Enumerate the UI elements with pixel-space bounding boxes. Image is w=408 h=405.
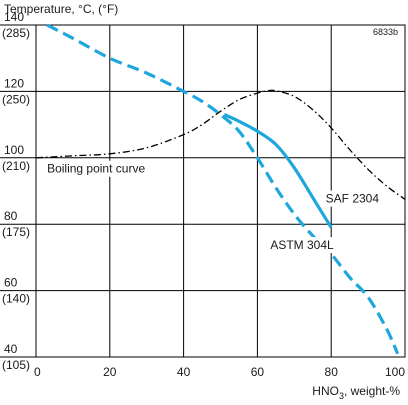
figure-code: 6833b xyxy=(373,27,398,37)
chart-title: Temperature, °C, (°F) xyxy=(4,2,118,16)
y-tick-label-celsius: 60 xyxy=(4,276,18,290)
x-tick-label: 40 xyxy=(177,365,191,379)
y-tick-label-celsius: 120 xyxy=(4,76,24,90)
series-line-0 xyxy=(35,89,406,200)
x-tick-label: 80 xyxy=(325,365,339,379)
series-label-background xyxy=(267,237,333,254)
series-line-1 xyxy=(223,113,333,229)
series-label-background xyxy=(44,160,176,177)
series-line-2 xyxy=(46,23,400,355)
y-tick-label-fahrenheit: (105) xyxy=(2,358,30,372)
series-label-background xyxy=(322,190,382,207)
series-lines xyxy=(35,23,406,355)
x-axis-label-suffix: , weight-% xyxy=(344,384,400,398)
x-axis-label: HNO3, weight-% xyxy=(312,384,400,401)
y-tick-label-celsius: 100 xyxy=(4,143,24,157)
x-axis-label-prefix: HNO xyxy=(312,384,339,398)
y-tick-label-fahrenheit: (210) xyxy=(2,159,30,173)
x-tick-label: 100 xyxy=(385,365,405,379)
y-tick-label-celsius: 140 xyxy=(4,10,24,24)
series-label-1: SAF 2304 xyxy=(326,192,380,206)
series-labels: Boiling point curve SAF 2304 ASTM 304L xyxy=(44,160,382,254)
y-tick-label-fahrenheit: (250) xyxy=(2,92,30,106)
x-axis-label-subscript: 3 xyxy=(339,391,344,401)
x-tick-label: 0 xyxy=(34,365,41,379)
series-label-0: Boiling point curve xyxy=(47,162,145,176)
series-label-2: ASTM 304L xyxy=(270,238,334,252)
y-tick-label-fahrenheit: (140) xyxy=(2,292,30,306)
y-tick-label-celsius: 40 xyxy=(4,342,18,356)
y-tick-label-fahrenheit: (175) xyxy=(2,225,30,239)
x-tick-label: 60 xyxy=(251,365,265,379)
y-tick-label-celsius: 80 xyxy=(4,209,18,223)
y-tick-label-fahrenheit: (285) xyxy=(2,26,30,40)
tick-labels: 140 (285) 120 (250) 100 (210) 80 (175) 60 (140) 40… xyxy=(2,10,405,379)
x-tick-label: 20 xyxy=(103,365,117,379)
